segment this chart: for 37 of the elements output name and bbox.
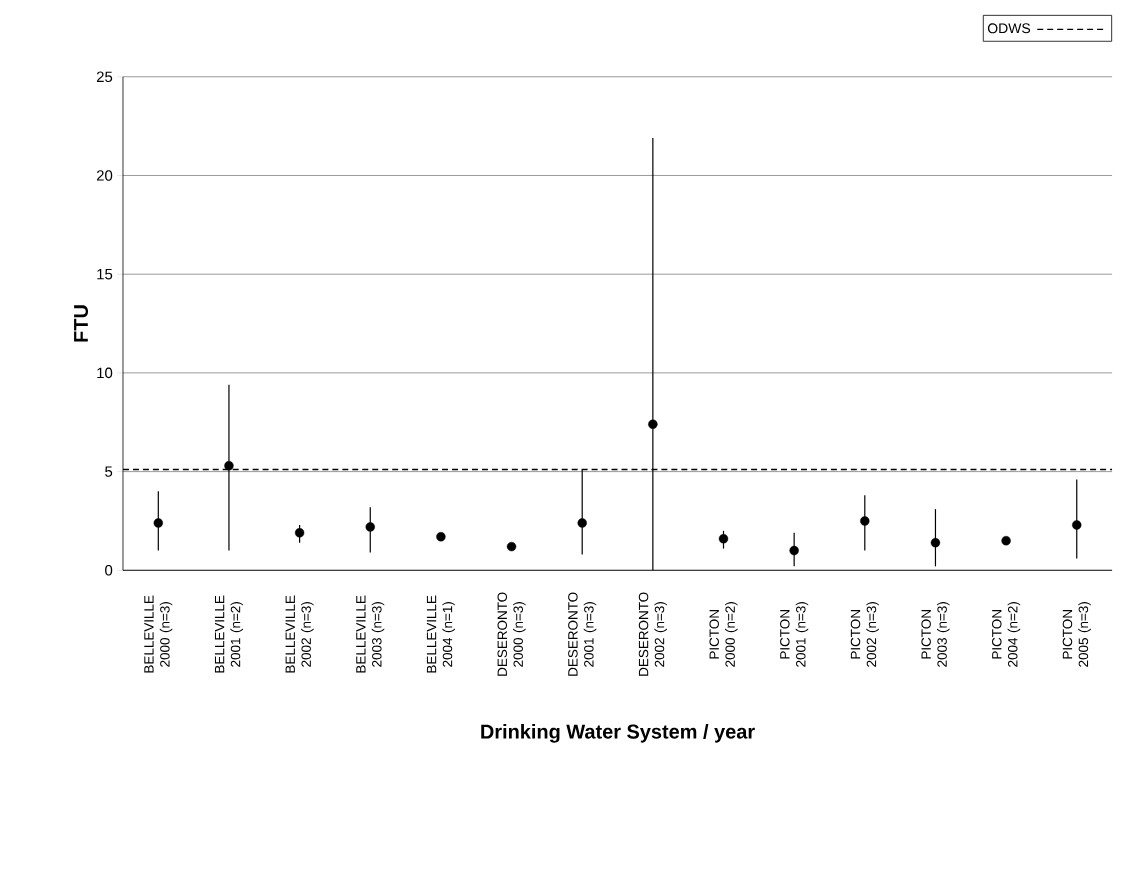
x-tick-label: PICTON 2003 (n=3) bbox=[921, 601, 950, 667]
x-tick-label: PICTON 2004 (n=2) bbox=[992, 601, 1021, 667]
point bbox=[506, 541, 517, 552]
y-tick-label: 5 bbox=[105, 466, 113, 477]
point bbox=[294, 527, 305, 538]
point bbox=[153, 518, 163, 528]
y-tick-label: 20 bbox=[96, 169, 113, 181]
point bbox=[1072, 520, 1082, 530]
x-tick-label: BELLEVILLE 2003 (n=3) bbox=[356, 595, 385, 673]
x-tick-label: PICTON 2005 (n=3) bbox=[1062, 601, 1091, 667]
x-tick-label: BELLEVILLE 2004 (n=1) bbox=[426, 595, 455, 673]
y-tick-label: 15 bbox=[97, 268, 113, 280]
x-axis-title: Drinking Water System / year bbox=[481, 723, 755, 743]
point bbox=[365, 521, 375, 532]
x-tick-label: BELLEVILLE 2001 (n=2) bbox=[214, 595, 243, 673]
y-axis-title: FTU bbox=[74, 305, 89, 342]
point bbox=[1001, 535, 1011, 546]
point bbox=[648, 419, 658, 429]
y-tick-label: 10 bbox=[97, 367, 113, 378]
x-tick-label: PICTON 2000 (n=2) bbox=[709, 601, 738, 667]
x-tick-label: DESERONTO 2000 (n=3) bbox=[497, 592, 526, 676]
x-tick-label: BELLEVILLE 2000 (n=3) bbox=[144, 595, 173, 673]
y-tick-label: 0 bbox=[105, 564, 113, 576]
y-tick-label: 25 bbox=[96, 71, 113, 82]
point bbox=[224, 460, 234, 471]
x-tick-label: BELLEVILLE 2002 (n=3) bbox=[285, 595, 314, 673]
point bbox=[789, 545, 799, 556]
x-tick-label: PICTON 2001 (n=3) bbox=[780, 601, 809, 667]
point bbox=[718, 533, 729, 544]
point bbox=[930, 537, 941, 548]
x-tick-label: DESERONTO 2002 (n=3) bbox=[638, 592, 667, 676]
point bbox=[577, 518, 587, 528]
x-tick-label: DESERONTO 2001 (n=3) bbox=[568, 592, 597, 676]
x-tick-label: PICTON 2002 (n=3) bbox=[850, 601, 879, 667]
legend-label: ODWS bbox=[987, 23, 1031, 34]
point bbox=[860, 516, 870, 526]
point bbox=[436, 531, 446, 542]
